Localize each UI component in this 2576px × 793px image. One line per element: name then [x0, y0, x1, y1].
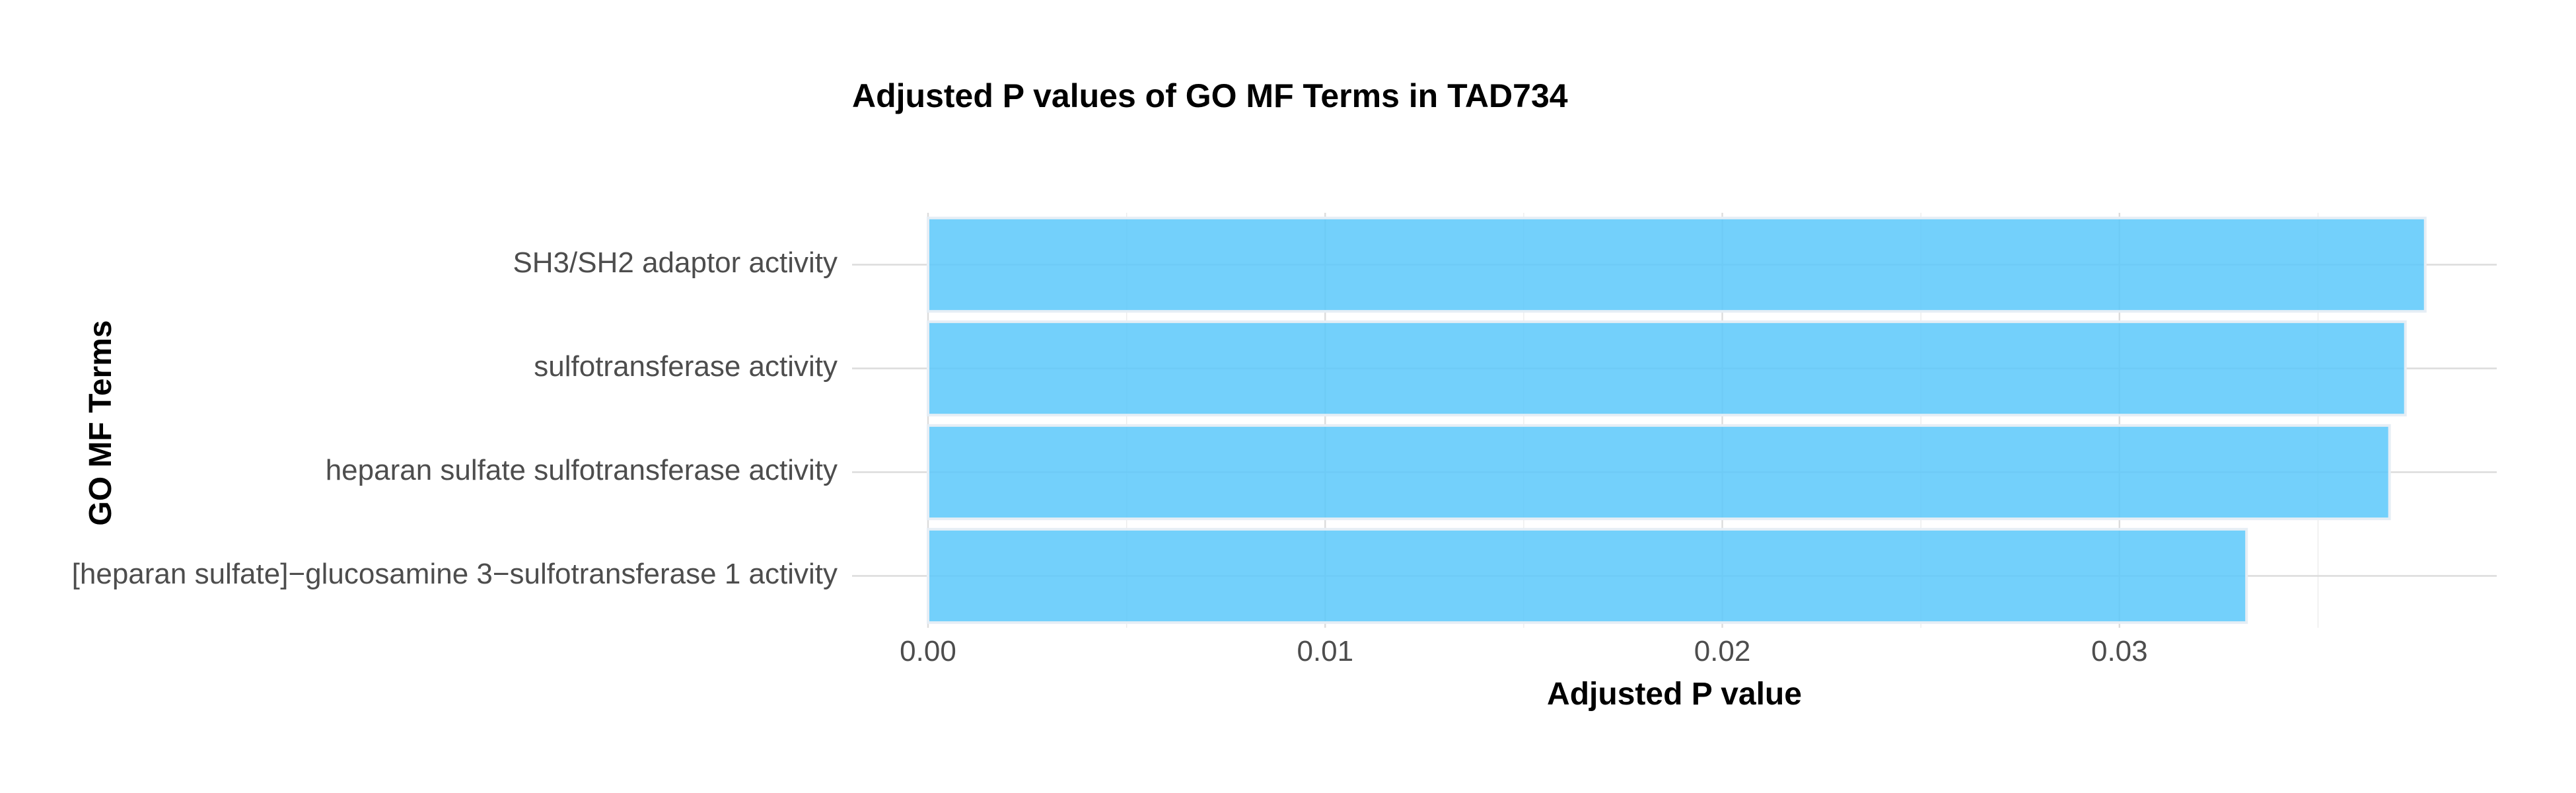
x-tick-label: 0.01: [1297, 635, 1353, 667]
y-tick-label: SH3/SH2 adaptor activity: [513, 246, 838, 279]
bar: [927, 527, 2248, 624]
x-tick-label: 0.02: [1694, 635, 1751, 667]
x-tick-labels: 0.00 0.01 0.02 0.03: [900, 635, 2147, 667]
bar: [927, 216, 2427, 313]
chart-title: Adjusted P values of GO MF Terms in TAD7…: [852, 77, 1568, 114]
x-tick-label: 0.03: [2091, 635, 2148, 667]
bar: [927, 424, 2391, 521]
x-tick-label: 0.00: [900, 635, 956, 667]
y-tick-label: heparan sulfate sulfotransferase activit…: [326, 454, 838, 486]
y-tick-label: [heparan sulfate]−glucosamine 3−sulfotra…: [72, 558, 838, 590]
x-axis-title: Adjusted P value: [1547, 677, 1802, 712]
y-tick-label: sulfotransferase activity: [534, 350, 838, 383]
bar: [927, 320, 2407, 417]
y-axis-title: GO MF Terms: [83, 320, 118, 525]
bars: [927, 216, 2427, 624]
y-tick-labels: [heparan sulfate]−glucosamine 3−sulfotra…: [72, 246, 838, 590]
